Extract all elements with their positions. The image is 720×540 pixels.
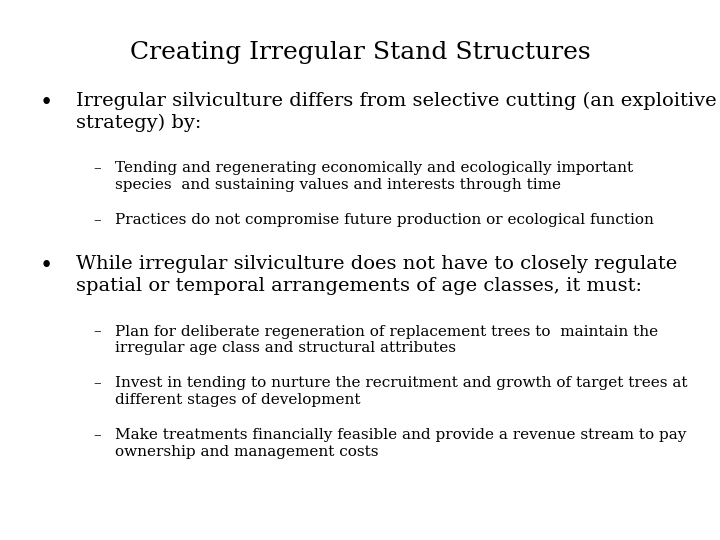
Text: Tending and regenerating economically and ecologically important
species  and su: Tending and regenerating economically an… — [115, 161, 634, 192]
Text: –: – — [94, 213, 102, 227]
Text: Plan for deliberate regeneration of replacement trees to  maintain the
irregular: Plan for deliberate regeneration of repl… — [115, 325, 658, 355]
Text: •: • — [40, 255, 53, 278]
Text: Practices do not compromise future production or ecological function: Practices do not compromise future produ… — [115, 213, 654, 227]
Text: –: – — [94, 325, 102, 339]
Text: •: • — [40, 92, 53, 114]
Text: Make treatments financially feasible and provide a revenue stream to pay
ownersh: Make treatments financially feasible and… — [115, 428, 687, 459]
Text: –: – — [94, 428, 102, 442]
Text: Invest in tending to nurture the recruitment and growth of target trees at
diffe: Invest in tending to nurture the recruit… — [115, 376, 688, 407]
Text: While irregular silviculture does not have to closely regulate
spatial or tempor: While irregular silviculture does not ha… — [76, 255, 677, 295]
Text: –: – — [94, 376, 102, 390]
Text: –: – — [94, 161, 102, 175]
Text: Creating Irregular Stand Structures: Creating Irregular Stand Structures — [130, 40, 590, 64]
Text: Irregular silviculture differs from selective cutting (an exploitive
strategy) b: Irregular silviculture differs from sele… — [76, 92, 716, 132]
